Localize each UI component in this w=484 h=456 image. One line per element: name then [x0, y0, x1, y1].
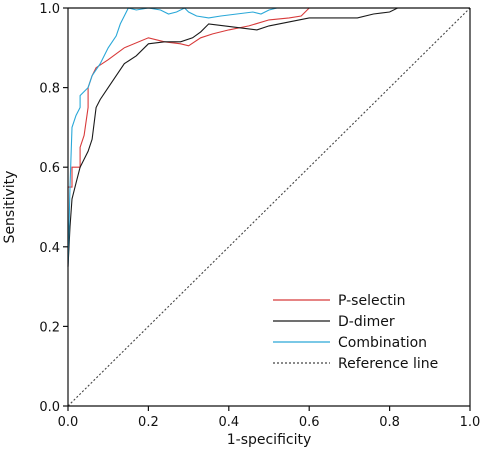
y-tick-label: 0.4: [39, 241, 60, 256]
y-tick-label: 0.8: [39, 82, 60, 97]
legend: P-selectin D-dimer Combination Reference li…: [273, 293, 438, 372]
series-line-combination: [67, 7, 470, 267]
y-tick-label: 0.6: [39, 161, 60, 176]
x-tick-label: 0.0: [58, 415, 79, 430]
x-tick-label: 0.6: [299, 415, 320, 430]
y-tick-label: 0.2: [39, 320, 60, 335]
series-line-d-dimer: [67, 7, 470, 267]
y-axis-label: Sensitivity: [2, 171, 18, 244]
x-tick-label: 0.2: [138, 415, 159, 430]
y-tick-label: 0.0: [39, 400, 60, 415]
legend-label-d-dimer: D-dimer: [338, 314, 395, 330]
y-tick-label: 1.0: [39, 2, 60, 17]
x-axis-label: 1-specificity: [227, 432, 312, 448]
x-tick-label: 1.0: [460, 415, 481, 430]
legend-label-combination: Combination: [338, 335, 427, 351]
legend-label-reference-line: Reference line: [338, 356, 438, 372]
axes: 0.0 0.2 0.4 0.6 0.8 1.0 0.0 0.2 0.4 0.6 0.8 1.0: [39, 2, 480, 430]
x-tick-label: 0.4: [218, 415, 239, 430]
legend-label-p-selectin: P-selectin: [338, 293, 406, 309]
series-line-p-selectin: [67, 7, 470, 267]
series-layer: [67, 7, 471, 407]
x-tick-label: 0.8: [379, 415, 400, 430]
